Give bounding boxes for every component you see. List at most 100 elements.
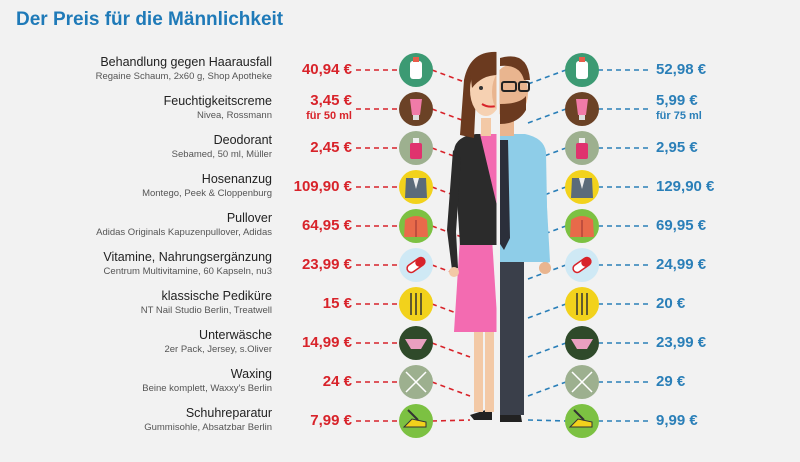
price-men: 129,90 € [656, 179, 714, 195]
price-men-value: 9,99 € [656, 412, 698, 429]
item-name: Deodorant [213, 133, 272, 147]
price-men-value: 129,90 € [656, 178, 715, 195]
item-name: Schuhreparatur [185, 406, 272, 420]
price-women-value: 7,99 € [310, 412, 352, 429]
item-label: Unterwäsche 2er Pack, Jersey, s.Oliver [164, 328, 272, 356]
cream-tube-icon [565, 92, 599, 126]
connector-men [527, 419, 648, 422]
item-name: Hosenanzug [201, 172, 272, 186]
woman-figure-icon [447, 51, 502, 420]
price-men-value: 20 € [656, 295, 686, 312]
item-name: Waxing [230, 367, 272, 381]
item-name: Pullover [226, 211, 272, 225]
connector-women [356, 108, 471, 124]
item-label: Deodorant Sebamed, 50 ml, Müller [172, 133, 272, 161]
pedicure-tools-icon [565, 287, 599, 321]
item-description: 2er Pack, Jersey, s.Oliver [164, 344, 272, 355]
shoe-repair-icon [399, 404, 433, 438]
pill-icon [565, 248, 599, 282]
item-description: Gummisohle, Absatzbar Berlin [144, 422, 272, 433]
price-women: 23,99 € [284, 257, 352, 273]
price-men-value: 52,98 € [656, 61, 707, 78]
waxing-icon [399, 365, 433, 399]
foam-bottle-icon [565, 53, 599, 87]
item-name: Vitamine, Nahrungsergänzung [103, 250, 272, 264]
item-description: Beine komplett, Waxxy's Berlin [142, 383, 272, 394]
shoe-repair-icon [565, 404, 599, 438]
connector-men [527, 147, 648, 163]
price-women: 7,99 € [284, 413, 352, 429]
item-description: Montego, Peek & Cloppenburg [142, 188, 272, 199]
deodorant-icon [565, 131, 599, 165]
deodorant-icon [399, 131, 433, 165]
hoodie-icon [565, 209, 599, 243]
waxing-icon [565, 365, 599, 399]
connector-men [527, 186, 648, 202]
item-description: Sebamed, 50 ml, Müller [171, 149, 272, 160]
item-label: Hosenanzug Montego, Peek & Cloppenburg [142, 172, 272, 200]
connector-men [527, 342, 648, 358]
foam-bottle-icon [399, 53, 433, 87]
price-men-value: 23,99 € [656, 334, 707, 351]
man-figure-icon [492, 56, 551, 422]
price-men-value: 5,99 € [656, 92, 698, 109]
pedicure-tools-icon [399, 287, 433, 321]
price-men: 29 € [656, 374, 685, 390]
icon-circles [399, 53, 599, 438]
price-men: 24,99 € [656, 257, 706, 273]
underwear-icon [399, 326, 433, 360]
item-label: Pullover Adidas Originals Kapuzenpullover… [96, 211, 272, 239]
connector-women [356, 303, 471, 319]
item-name: Feuchtigkeitscreme [163, 94, 272, 108]
price-men-value: 29 € [656, 373, 686, 390]
price-women-value: 14,99 € [301, 334, 352, 351]
item-name: Unterwäsche [199, 328, 272, 342]
price-men: 23,99 € [656, 335, 706, 351]
price-women: 14,99 € [284, 335, 352, 351]
item-description: Adidas Originals Kapuzenpullover, Adidas [96, 227, 272, 238]
item-label: Feuchtigkeitscreme Nivea, Rossmann [164, 94, 272, 122]
connector-men [527, 108, 648, 124]
item-description: Nivea, Rossmann [197, 110, 272, 121]
price-women-value: 40,94 € [301, 61, 352, 78]
price-women: 2,45 € [284, 140, 352, 156]
connector-men [527, 303, 648, 319]
price-men-value: 69,95 € [656, 217, 707, 234]
item-name: klassische Pediküre [161, 289, 272, 303]
price-women-value: 3,45 € [310, 92, 352, 109]
price-women-value: 23,99 € [301, 256, 352, 273]
connector-women [356, 69, 471, 85]
price-women-value: 15 € [322, 295, 352, 312]
item-description: Centrum Multivitamine, 60 Kapseln, nu3 [103, 266, 272, 277]
hoodie-icon [399, 209, 433, 243]
price-women-value: 109,90 € [293, 178, 352, 195]
price-women: 64,95 € [284, 218, 352, 234]
connector-women [356, 147, 471, 163]
suit-jacket-icon [399, 170, 433, 204]
price-men: 20 € [656, 296, 685, 312]
item-label: Behandlung gegen Haarausfall Regaine Scha… [96, 55, 272, 83]
suit-jacket-icon [565, 170, 599, 204]
item-label: Waxing Beine komplett, Waxxy's Berlin [142, 367, 272, 395]
underwear-icon [565, 326, 599, 360]
price-women: 15 € [284, 296, 352, 312]
price-women-value: 64,95 € [301, 217, 352, 234]
connector-women [356, 419, 471, 422]
price-women-value: 24 € [322, 373, 352, 390]
connector-women [356, 381, 471, 397]
connector-men [527, 381, 648, 397]
price-men-note: für 75 ml [656, 110, 702, 122]
item-description: Regaine Schaum, 2x60 g, Shop Apotheke [95, 71, 272, 82]
price-men-value: 2,95 € [656, 139, 698, 156]
price-men: 52,98 € [656, 62, 706, 78]
item-description: NT Nail Studio Berlin, Treatwell [140, 305, 272, 316]
item-label: Schuhreparatur Gummisohle, Absatzbar Berl… [144, 406, 272, 434]
price-women: 109,90 € [284, 179, 352, 195]
price-men: 9,99 € [656, 413, 698, 429]
item-label: Vitamine, Nahrungsergänzung Centrum Multi… [103, 250, 272, 278]
price-men: 5,99 € für 75 ml [656, 93, 702, 123]
connector-men [527, 69, 648, 85]
price-women: 40,94 € [284, 62, 352, 78]
price-women: 3,45 € für 50 ml [284, 93, 352, 123]
